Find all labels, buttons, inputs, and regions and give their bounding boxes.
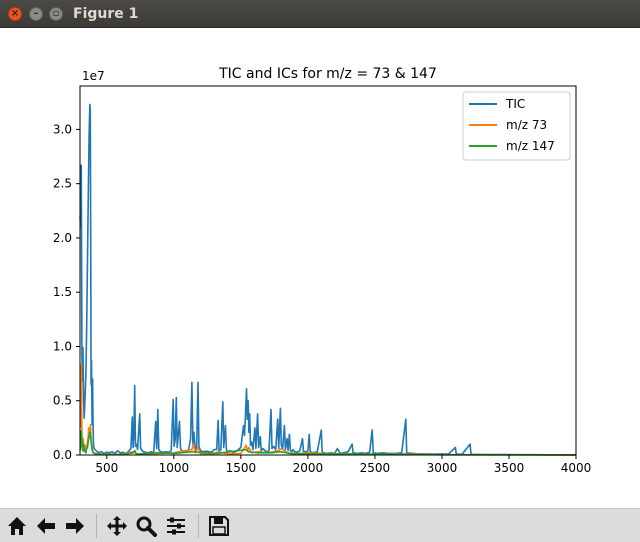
x-tick-label: 4000 — [561, 461, 592, 475]
chart-svg[interactable]: 500 1000 1500 2000 2500 3000 3500 4000 0.0 0.5 1.0… — [0, 28, 640, 508]
legend-label: TIC — [505, 97, 525, 111]
x-tick-label: 3000 — [427, 461, 458, 475]
window-titlebar: × – ▫ Figure 1 — [0, 0, 640, 28]
y-tick-label: 2.5 — [53, 177, 72, 191]
zoom-icon[interactable] — [133, 513, 159, 539]
series-line-m-z-73 — [79, 364, 577, 456]
series-layer — [79, 103, 577, 456]
navigation-toolbar — [0, 508, 640, 542]
x-tick-label: 500 — [95, 461, 118, 475]
legend: TIC m/z 73 m/z 147 — [462, 91, 571, 161]
x-tick-label: 2000 — [293, 461, 324, 475]
window-title: Figure 1 — [73, 6, 139, 22]
x-tick-label: 1000 — [159, 461, 190, 475]
y-tick-label: 0.5 — [53, 394, 72, 408]
maximize-icon[interactable]: ▫ — [49, 7, 63, 21]
legend-label: m/z 73 — [506, 118, 547, 132]
back-arrow-icon[interactable] — [33, 513, 59, 539]
toolbar-separator — [198, 514, 199, 538]
pan-icon[interactable] — [104, 513, 130, 539]
figure-canvas[interactable]: 500 1000 1500 2000 2500 3000 3500 4000 0.0 0.5 1.0… — [0, 28, 640, 508]
y-tick-label: 1.5 — [53, 285, 72, 299]
axes-layer: 500 1000 1500 2000 2500 3000 3500 4000 0.0 0.5 1.0… — [53, 85, 592, 475]
y-tick-label: 3.0 — [53, 122, 72, 136]
chart-title: TIC and ICs for m/z = 73 & 147 — [218, 66, 437, 82]
home-icon[interactable] — [4, 513, 30, 539]
minimize-icon[interactable]: – — [29, 7, 43, 21]
x-tick-label: 2500 — [360, 461, 391, 475]
x-tick-label: 1500 — [226, 461, 257, 475]
y-offset-text: 1e7 — [82, 69, 105, 83]
legend-label: m/z 147 — [506, 139, 555, 153]
y-tick-label: 0.0 — [53, 448, 72, 462]
y-tick-label: 2.0 — [53, 231, 72, 245]
axes-frame — [79, 85, 577, 456]
toolbar-separator — [96, 514, 97, 538]
series-line-m-z-147 — [79, 430, 577, 456]
configure-subplots-icon[interactable] — [163, 513, 189, 539]
x-tick-label: 3500 — [494, 461, 525, 475]
close-icon[interactable]: × — [8, 7, 22, 21]
legend-box — [462, 91, 571, 161]
save-icon[interactable] — [206, 513, 232, 539]
forward-arrow-icon[interactable] — [62, 513, 88, 539]
y-tick-label: 1.0 — [53, 339, 72, 353]
